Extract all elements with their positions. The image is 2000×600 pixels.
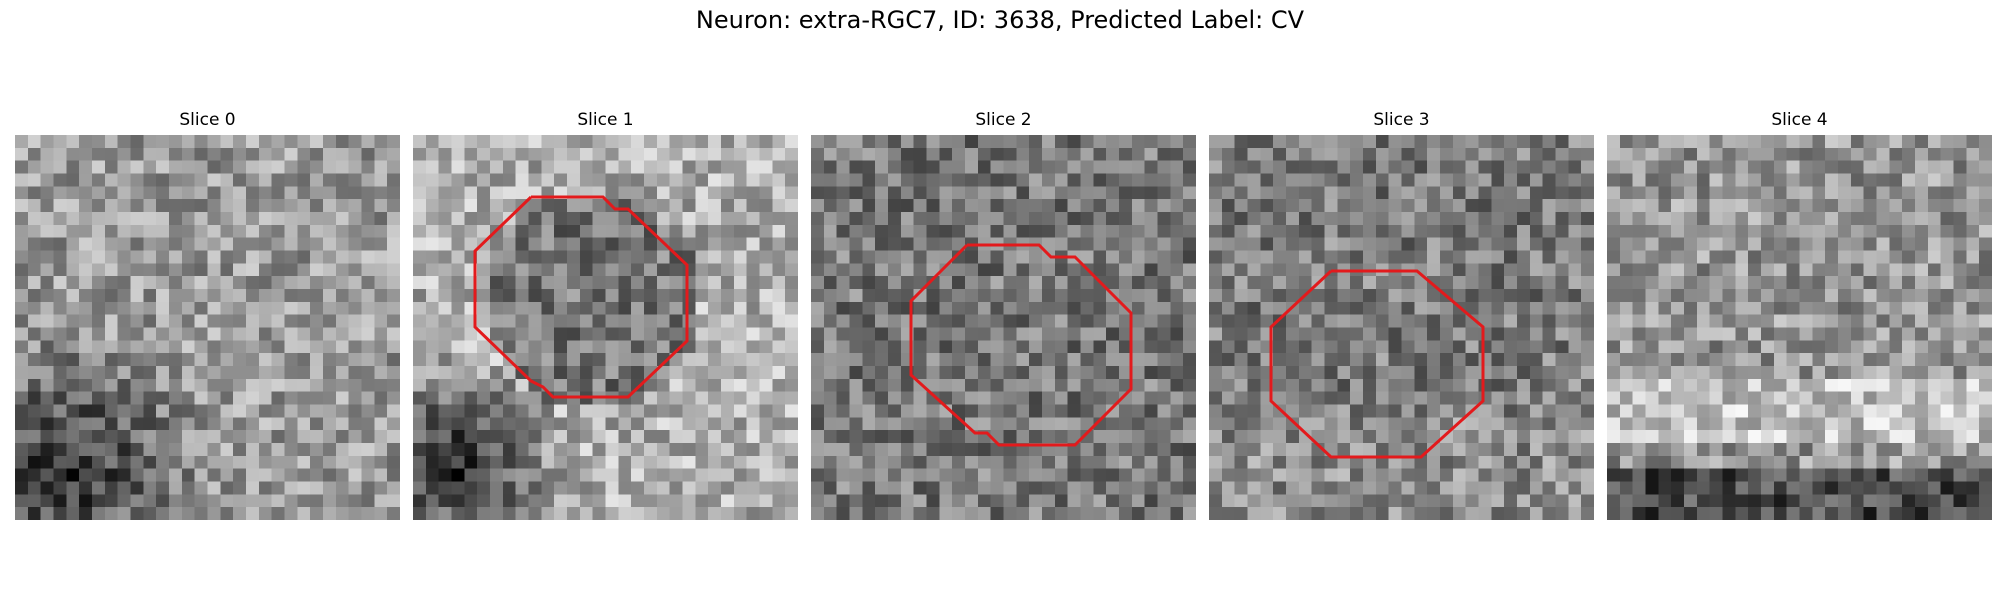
figure-title: Neuron: extra-RGC7, ID: 3638, Predicted … — [695, 6, 1305, 34]
slice-panel-3: Slice 3 — [1209, 108, 1594, 520]
slice-image — [15, 135, 400, 520]
slice-image — [413, 135, 798, 520]
slice-title: Slice 1 — [577, 110, 634, 130]
slice-image — [1209, 135, 1594, 520]
slice-image — [811, 135, 1196, 520]
slice-panel-0: Slice 0 — [15, 108, 400, 520]
slice-panel-1: Slice 1 — [413, 108, 798, 520]
slice-title: Slice 2 — [975, 110, 1032, 130]
slice-title: Slice 3 — [1373, 110, 1430, 130]
slice-title: Slice 4 — [1771, 110, 1828, 130]
slice-panel-4: Slice 4 — [1607, 108, 1992, 520]
slice-panel-2: Slice 2 — [811, 108, 1196, 520]
slice-image — [1607, 135, 1992, 520]
slice-title: Slice 0 — [179, 110, 236, 130]
